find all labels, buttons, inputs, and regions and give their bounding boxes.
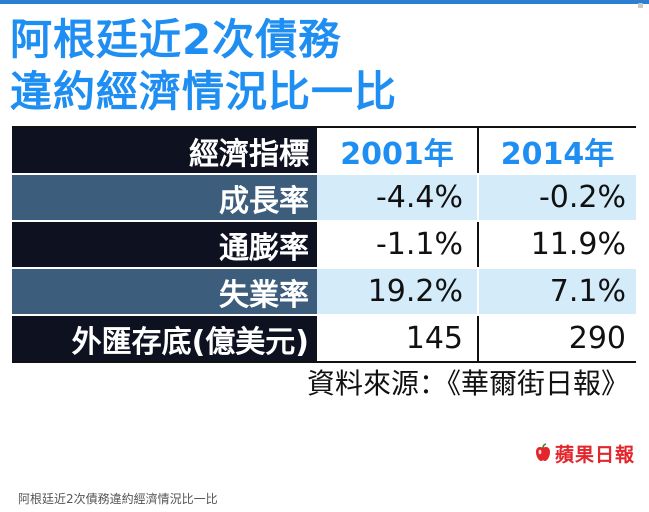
apple-icon: [533, 443, 553, 463]
header-year-2001: 2001年: [317, 128, 477, 173]
value-2001: -4.4%: [317, 175, 477, 220]
table-row-growth: 成長率 -4.4% -0.2%: [12, 175, 636, 222]
table-row-fx-reserves: 外匯存底(億美元) 145 290: [12, 316, 636, 361]
table-row-inflation: 通膨率 -1.1% 11.9%: [12, 222, 636, 269]
logo-text: 蘋果日報: [555, 443, 636, 466]
comparison-table: 經濟指標 2001年 2014年 成長率 -4.4% -0.2% 通膨率 -1.…: [12, 126, 636, 363]
value-2001: 19.2%: [317, 269, 477, 314]
image-caption: 阿根廷近2次債務違約經濟情況比一比: [18, 492, 218, 506]
value-2014: -0.2%: [477, 175, 636, 220]
row-label: 失業率: [12, 269, 317, 314]
header-year-2014: 2014年: [477, 128, 636, 173]
header-indicator-label: 經濟指標: [12, 128, 317, 173]
value-2014: 11.9%: [477, 222, 636, 267]
table-row-unemployment: 失業率 19.2% 7.1%: [12, 269, 636, 316]
source-credit: 資料來源：《華爾街日報》: [306, 367, 629, 400]
row-label: 外匯存底(億美元): [12, 316, 317, 361]
headline: 阿根廷近2次債務 違約經濟情況比一比: [10, 14, 397, 118]
value-2014: 7.1%: [477, 269, 636, 314]
value-2014: 290: [477, 316, 636, 361]
row-label: 成長率: [12, 175, 317, 220]
row-label: 通膨率: [12, 222, 317, 267]
corner-marker: [638, 3, 643, 8]
table-header-row: 經濟指標 2001年 2014年: [12, 128, 636, 175]
headline-line-2: 違約經濟情況比一比: [10, 67, 398, 116]
top-accent-strip: [0, 0, 649, 4]
value-2001: 145: [317, 316, 477, 361]
apple-daily-logo: 蘋果日報: [533, 440, 635, 466]
headline-line-1: 阿根廷近2次債務: [10, 15, 342, 64]
value-2001: -1.1%: [317, 222, 477, 267]
